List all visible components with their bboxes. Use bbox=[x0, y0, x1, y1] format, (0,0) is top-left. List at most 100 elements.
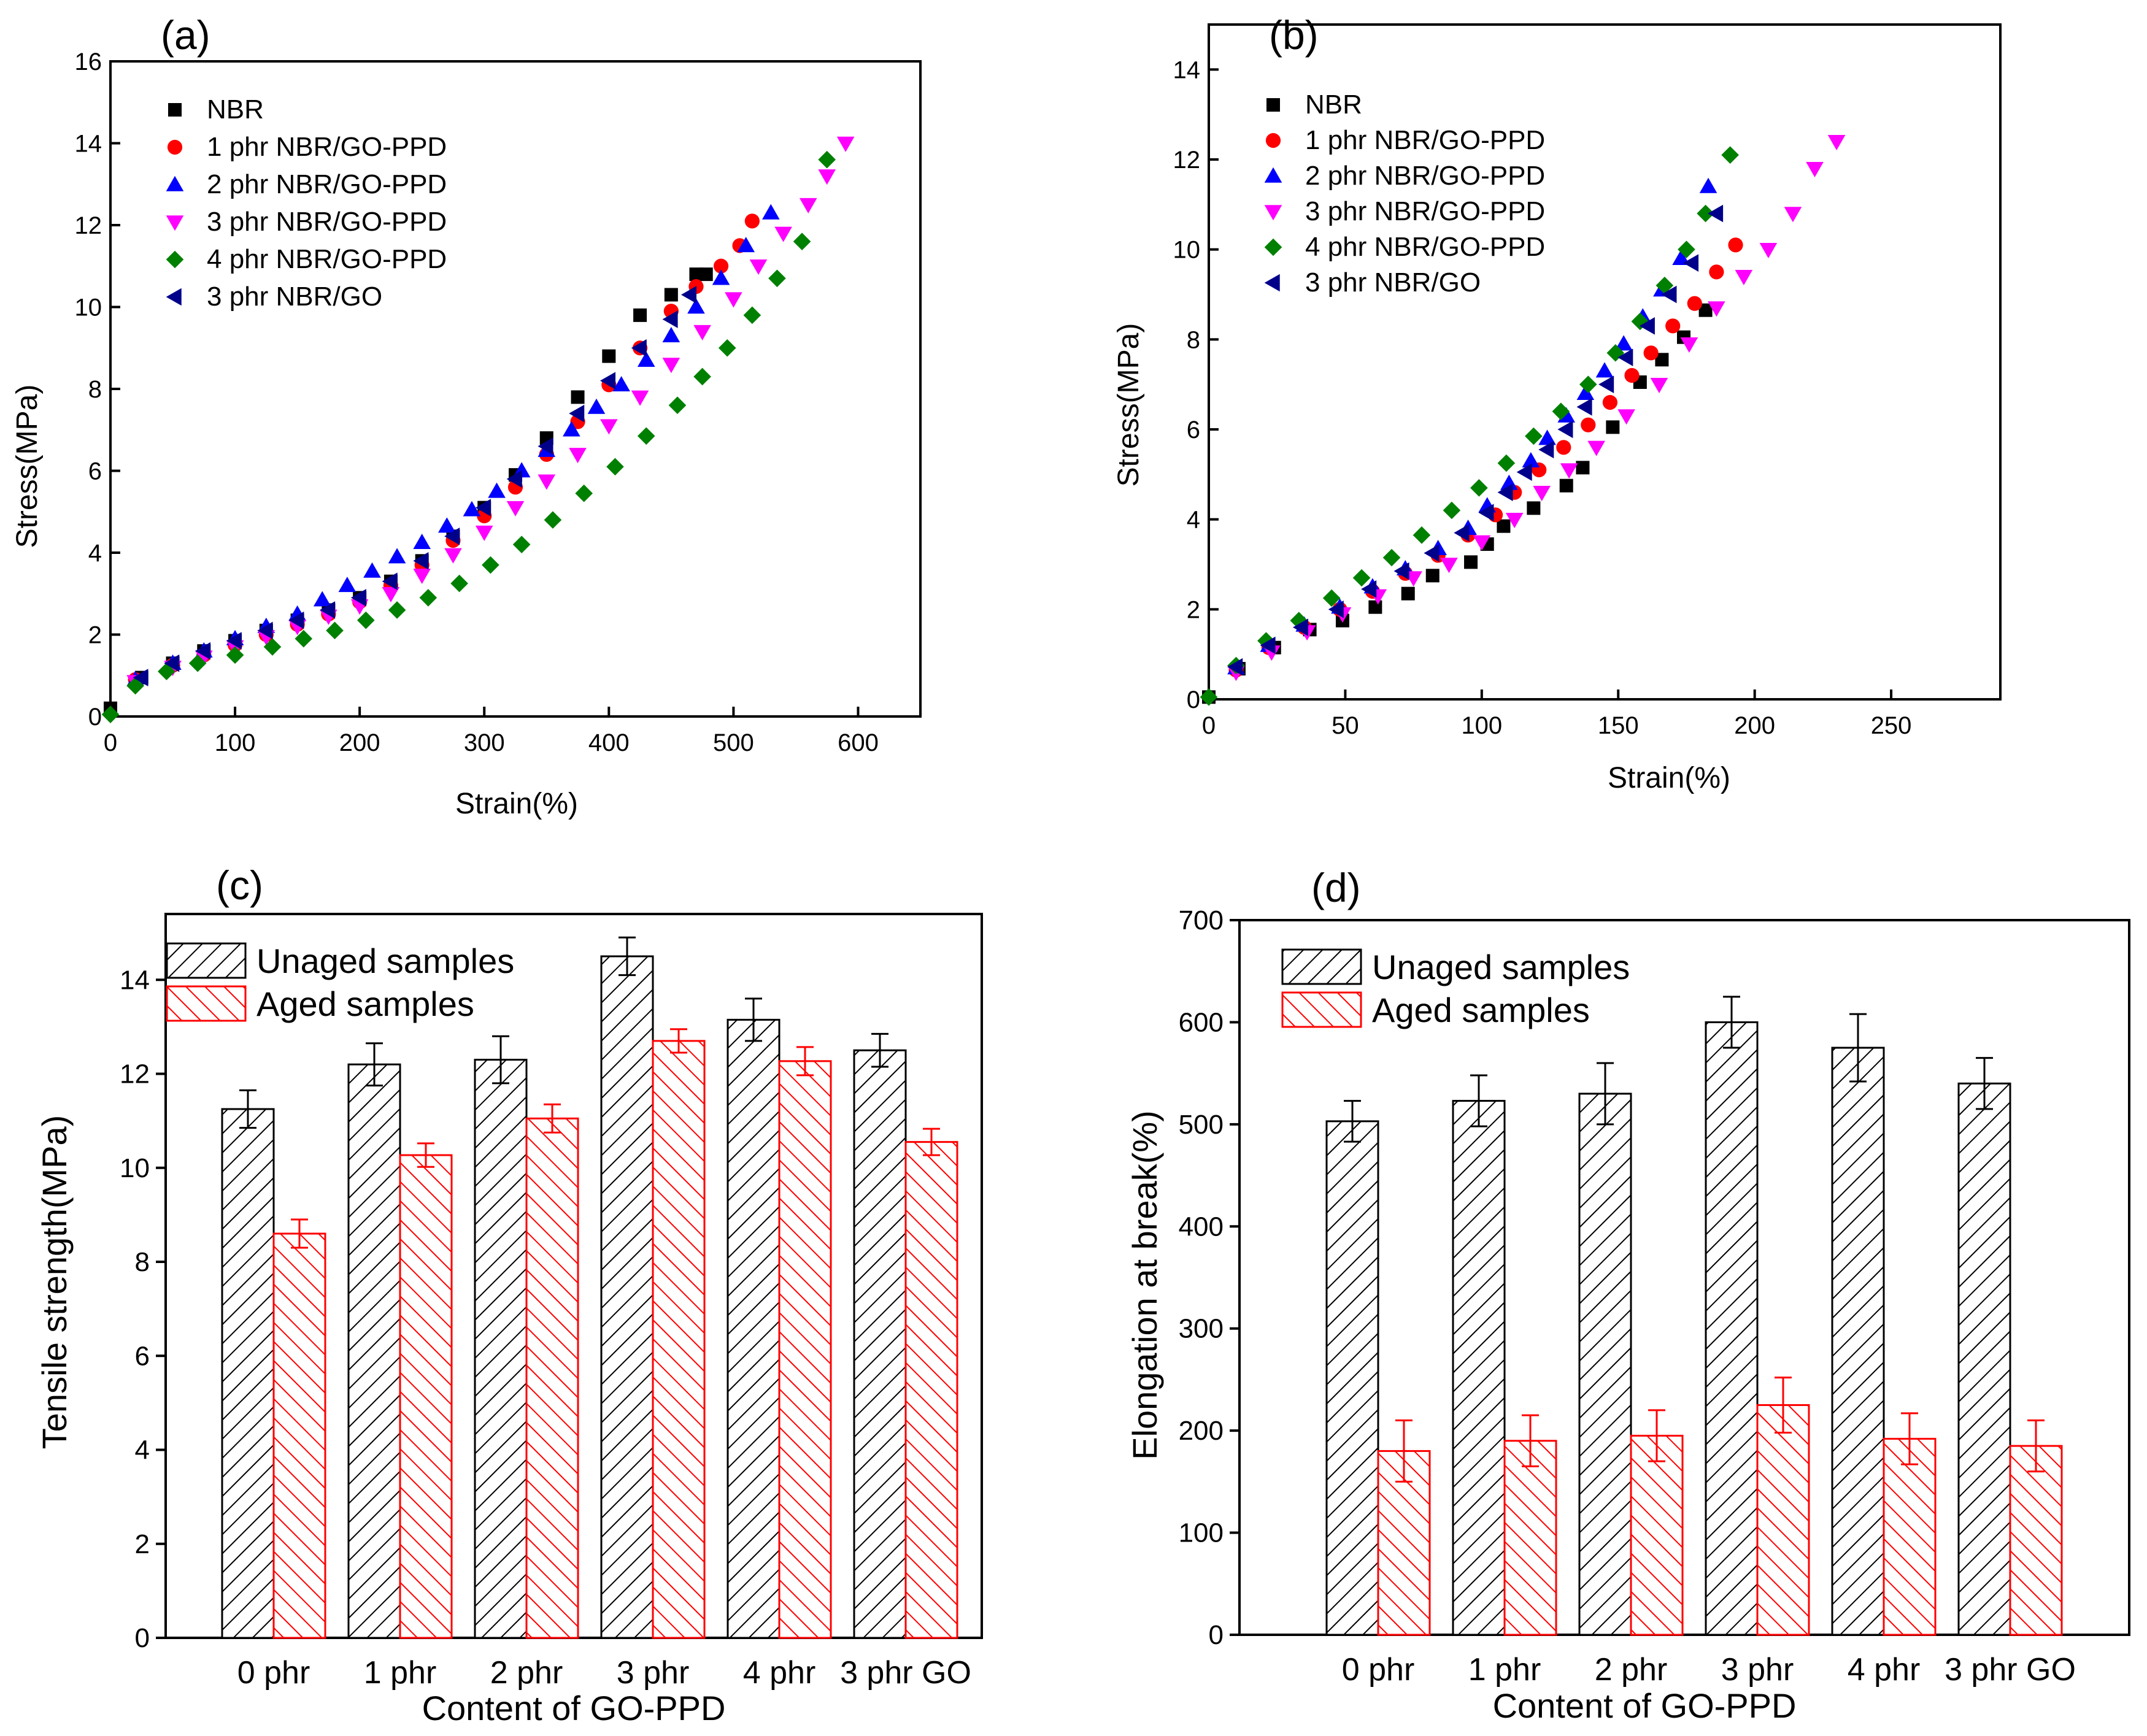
panel-a-legend-label-4-phr-nbr-go-ppd: 4 phr NBR/GO-PPD bbox=[207, 244, 447, 274]
panel-a-point-3-phr-nbr-go bbox=[569, 404, 585, 423]
panel-a-point-nbr bbox=[664, 288, 678, 302]
panel-c-legend-label-aged-samples: Aged samples bbox=[256, 985, 474, 1023]
panel-a-point-4-phr-nbr-go-ppd bbox=[668, 396, 687, 414]
panel-c-category-label: 3 phr GO bbox=[840, 1655, 971, 1691]
panel-a-legend-label-1-phr-nbr-go-ppd: 1 phr NBR/GO-PPD bbox=[207, 132, 447, 162]
panel-a-point-3-phr-nbr-go-ppd bbox=[693, 325, 711, 340]
panel-a-point-4-phr-nbr-go-ppd bbox=[482, 556, 499, 574]
panel-a-point-3-phr-nbr-go-ppd bbox=[538, 474, 556, 490]
panel-b-point-3-phr-nbr-go bbox=[1683, 254, 1699, 272]
panel-b-point-2-phr-nbr-go-ppd bbox=[1538, 429, 1556, 445]
panel-a-point-2-phr-nbr-go-ppd bbox=[587, 398, 606, 414]
panel-b-point-4-phr-nbr-go-ppd bbox=[1413, 526, 1431, 544]
panel-c-bar-unaged-samples-2-phr bbox=[474, 1059, 528, 1639]
panel-d-bar-aged-samples-4-phr bbox=[1883, 1437, 1937, 1636]
panel-b-series-4-phr-nbr-go-ppd bbox=[1200, 146, 1739, 706]
panel-a-point-2-phr-nbr-go-ppd bbox=[338, 577, 357, 593]
panel-b-legend-label-2-phr-nbr-go-ppd: 2 phr NBR/GO-PPD bbox=[1305, 161, 1545, 191]
panel-a-point-2-phr-nbr-go-ppd bbox=[363, 562, 381, 578]
panel-a-point-3-phr-nbr-go-ppd bbox=[506, 501, 525, 517]
panel-b-point-3-phr-nbr-go bbox=[1661, 285, 1677, 304]
panel-b-point-4-phr-nbr-go-ppd bbox=[1382, 548, 1401, 567]
panel-a-point-3-phr-nbr-go bbox=[413, 552, 429, 570]
panel-a-point-3-phr-nbr-go-ppd bbox=[444, 548, 462, 564]
panel-c-legend-swatch-aged-samples bbox=[166, 985, 247, 1022]
panel-d-errorbar-aged-samples-2-phr bbox=[1648, 1409, 1665, 1462]
panel-b-point-1-phr-nbr-go-ppd bbox=[1581, 417, 1596, 432]
panel-c-bar-unaged-samples-3-phr bbox=[600, 955, 654, 1639]
panel-a-series-nbr bbox=[104, 267, 713, 715]
panel-a-point-2-phr-nbr-go-ppd bbox=[687, 298, 705, 314]
panel-a-ytick-label: 14 bbox=[75, 131, 102, 158]
panel-d-bar-aged-samples-3-phr bbox=[1756, 1404, 1810, 1636]
panel-c-category-label: 2 phr bbox=[490, 1655, 563, 1691]
panel-c-ytick-label: 14 bbox=[120, 965, 150, 995]
panel-a-point-4-phr-nbr-go-ppd bbox=[637, 427, 655, 445]
panel-c-ytick-label: 2 bbox=[135, 1529, 150, 1559]
panel-c-category-label: 1 phr bbox=[364, 1655, 437, 1691]
panel-a-xtick-label: 300 bbox=[464, 729, 505, 756]
panel-a-point-4-phr-nbr-go-ppd bbox=[512, 536, 531, 553]
panel-d-errorbar-aged-samples-0-phr bbox=[1395, 1419, 1413, 1483]
panel-a-legend-label-3-phr-nbr-go: 3 phr NBR/GO bbox=[207, 282, 382, 312]
panel-d-legend-swatch-unaged-samples bbox=[1281, 948, 1362, 985]
panel-c-bar-aged-samples-1-phr bbox=[399, 1154, 453, 1639]
panel-b-point-3-phr-nbr-go-ppd bbox=[1708, 301, 1725, 317]
panel-a-point-2-phr-nbr-go-ppd bbox=[388, 548, 406, 564]
panel-b-point-4-phr-nbr-go-ppd bbox=[1525, 427, 1543, 445]
panel-a-point-4-phr-nbr-go-ppd bbox=[793, 232, 811, 250]
panel-d-ytick-label: 100 bbox=[1179, 1518, 1224, 1548]
panel-d-ylabel: Elongation at break(%) bbox=[1125, 1110, 1164, 1460]
panel-b-point-3-phr-nbr-go bbox=[1424, 544, 1440, 562]
panel-b-point-3-phr-nbr-go bbox=[1516, 463, 1532, 481]
panel-a-point-4-phr-nbr-go-ppd bbox=[295, 629, 313, 648]
panel-b-point-nbr bbox=[1527, 501, 1541, 515]
panel-a-point-3-phr-nbr-go-ppd bbox=[774, 226, 792, 242]
panel-b-point-2-phr-nbr-go-ppd bbox=[1500, 474, 1518, 490]
panel-a-point-3-phr-nbr-go bbox=[662, 310, 678, 328]
panel-b-point-4-phr-nbr-go-ppd bbox=[1497, 454, 1516, 472]
panel-a-legend-marker-4-phr-nbr-go-ppd bbox=[166, 250, 184, 269]
panel-c-errorbar-aged-samples-4-phr bbox=[796, 1046, 814, 1077]
panel-b-point-1-phr-nbr-go-ppd bbox=[1556, 440, 1571, 455]
panel-a-ytick-label: 12 bbox=[75, 212, 102, 239]
panel-d-category-label: 3 phr GO bbox=[1945, 1652, 2076, 1688]
panel-b-ytick-label: 2 bbox=[1187, 596, 1200, 623]
panel-b-point-1-phr-nbr-go-ppd bbox=[1709, 264, 1724, 280]
panel-b-point-4-phr-nbr-go-ppd bbox=[1678, 240, 1695, 258]
panel-b-point-3-phr-nbr-go-ppd bbox=[1650, 377, 1668, 393]
panel-c-errorbar-unaged-samples-2-phr bbox=[492, 1035, 509, 1085]
panel-a-point-3-phr-nbr-go bbox=[133, 669, 148, 686]
panel-b-point-3-phr-nbr-go-ppd bbox=[1587, 440, 1605, 456]
panel-b-point-3-phr-nbr-go bbox=[1478, 504, 1494, 521]
panel-a-point-2-phr-nbr-go-ppd bbox=[463, 501, 481, 517]
panel-c-bar-aged-samples-3-phr bbox=[652, 1040, 706, 1639]
panel-b-point-4-phr-nbr-go-ppd bbox=[1697, 204, 1714, 223]
panel-b-point-4-phr-nbr-go-ppd bbox=[1257, 632, 1275, 650]
panel-a-point-2-phr-nbr-go-ppd bbox=[413, 534, 431, 550]
panel-a-point-3-phr-nbr-go-ppd bbox=[662, 358, 680, 374]
panel-c-ytick-label: 0 bbox=[135, 1623, 150, 1653]
panel-a-point-3-phr-nbr-go bbox=[195, 642, 211, 660]
panel-c-ytick-label: 4 bbox=[135, 1435, 150, 1465]
panel-b-point-nbr bbox=[1606, 420, 1620, 434]
panel-b-ytick-label: 4 bbox=[1187, 507, 1200, 534]
panel-a-plot: 0 100 200 300 400 500 600 0 2 4 6 8 10 12 14 16 NBR 1 phr… bbox=[75, 48, 922, 756]
panel-b-point-1-phr-nbr-go-ppd bbox=[1624, 367, 1640, 383]
panel-c: (c) 0 2 4 6 8 10 12 14 0 phr 1 phr 2 phr 3 phr 4 phr… bbox=[35, 862, 983, 1727]
panel-d-errorbar-unaged-samples-4-phr bbox=[1849, 1013, 1867, 1083]
panel-a-series-4-phr-nbr-go-ppd bbox=[101, 150, 836, 723]
panel-a-point-3-phr-nbr-go bbox=[681, 286, 697, 304]
panel-d-legend-swatch-aged-samples bbox=[1281, 991, 1362, 1028]
panel-c-bar-aged-samples-0-phr bbox=[272, 1232, 326, 1639]
panel-a-series-3-phr-nbr-go bbox=[133, 286, 697, 686]
panel-a-point-2-phr-nbr-go-ppd bbox=[488, 482, 506, 498]
panel-b-point-4-phr-nbr-go-ppd bbox=[1579, 375, 1597, 393]
panel-c-errorbar-unaged-samples-0-phr bbox=[239, 1089, 256, 1129]
panel-a-point-4-phr-nbr-go-ppd bbox=[743, 306, 761, 325]
panel-c-ytick-label: 6 bbox=[135, 1341, 150, 1371]
panel-a-legend-label-2-phr-nbr-go-ppd: 2 phr NBR/GO-PPD bbox=[207, 169, 447, 199]
panel-b-point-3-phr-nbr-go bbox=[1497, 483, 1513, 501]
panel-d-ytick-label: 700 bbox=[1179, 905, 1224, 935]
